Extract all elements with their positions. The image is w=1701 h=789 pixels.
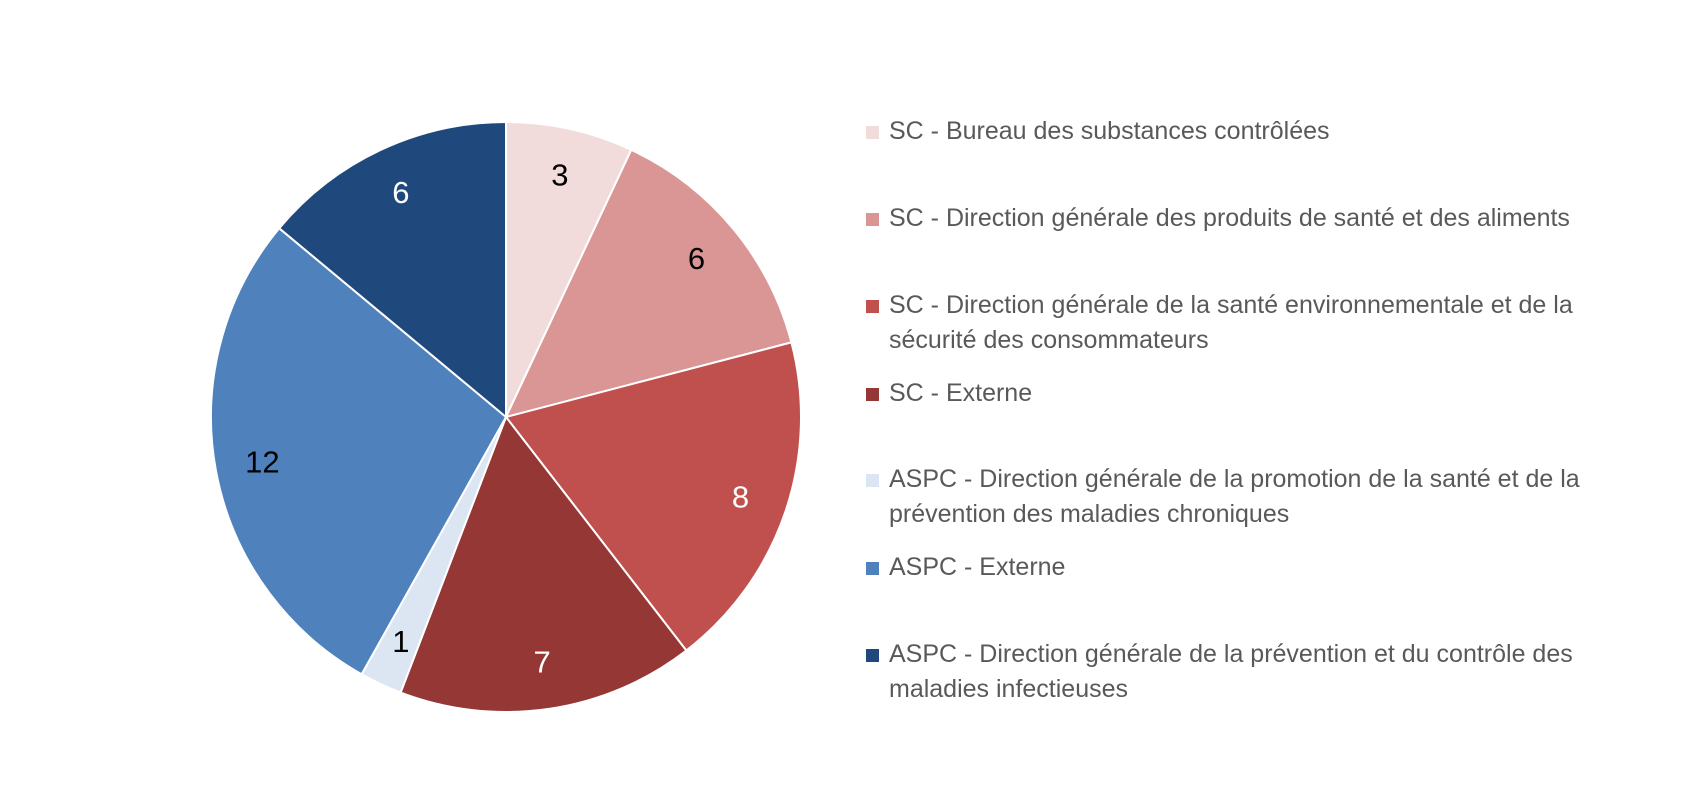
legend-label: ASPC - Direction générale de la préventi… xyxy=(889,640,1573,703)
legend-swatch xyxy=(866,474,879,487)
legend-item: ASPC - Direction générale de la promotio… xyxy=(866,462,1646,532)
data-label: 1 xyxy=(392,624,409,659)
pie-slice xyxy=(505,148,793,418)
pie-slice xyxy=(505,121,633,418)
legend-swatch xyxy=(866,126,879,139)
data-label: 6 xyxy=(688,241,705,276)
pie-slice xyxy=(278,121,507,418)
data-label: 3 xyxy=(551,158,568,193)
data-label: 6 xyxy=(392,175,409,210)
legend-swatch xyxy=(866,649,879,662)
legend-item: SC - Bureau des substances contrôlées xyxy=(866,114,1646,149)
data-label: 12 xyxy=(245,445,279,480)
legend-label: ASPC - Externe xyxy=(889,553,1066,581)
legend-label: SC - Direction générale de la santé envi… xyxy=(889,291,1573,354)
legend-swatch xyxy=(866,388,879,401)
legend-label: ASPC - Direction générale de la promotio… xyxy=(889,465,1580,528)
legend-label: SC - Direction générale des produits de … xyxy=(889,204,1570,232)
legend-label: SC - Bureau des substances contrôlées xyxy=(889,117,1330,145)
legend-item: SC - Direction générale de la santé envi… xyxy=(866,288,1646,358)
data-label: 7 xyxy=(533,645,550,680)
pie-slice xyxy=(505,341,802,652)
legend-item: ASPC - Direction générale de la préventi… xyxy=(866,637,1646,707)
legend-swatch xyxy=(866,300,879,313)
pie-slice xyxy=(210,227,507,676)
legend-item: SC - Direction générale des produits de … xyxy=(866,201,1646,236)
legend-label: SC - Externe xyxy=(889,379,1033,407)
legend-swatch xyxy=(866,213,879,226)
legend-item: ASPC - Externe xyxy=(866,550,1646,585)
pie-slice xyxy=(399,416,688,713)
data-label: 8 xyxy=(732,480,749,515)
legend-swatch xyxy=(866,562,879,575)
legend-item: SC - Externe xyxy=(866,376,1646,411)
